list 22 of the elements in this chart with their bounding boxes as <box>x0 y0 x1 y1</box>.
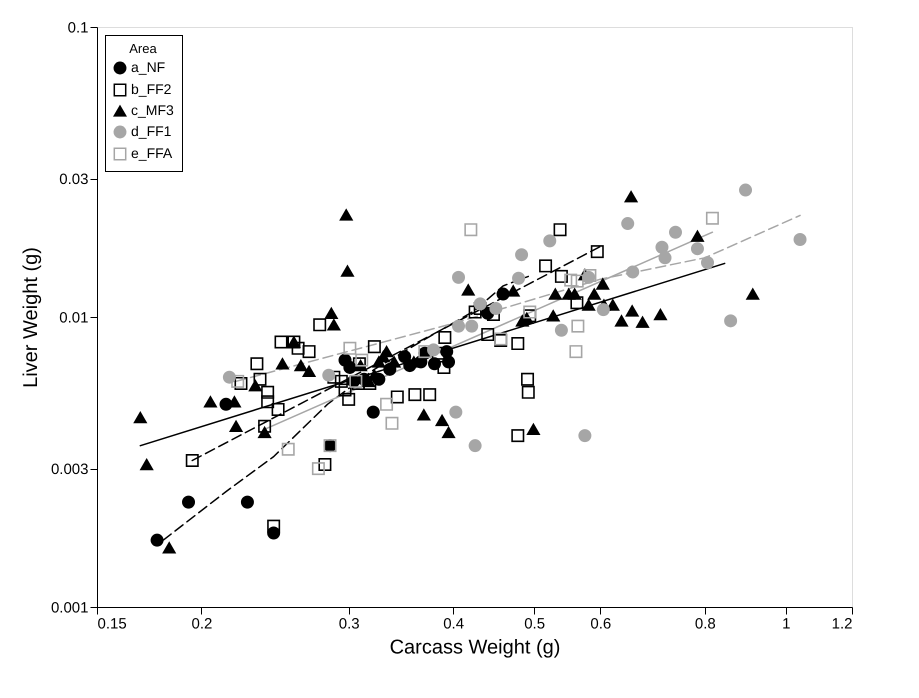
x-axis-title: Carcass Weight (g) <box>390 636 560 658</box>
y-tick-label: 0.03 <box>59 171 88 188</box>
x-tick-label: 0.8 <box>694 616 716 632</box>
legend-title: Area <box>129 41 158 56</box>
x-tick-label: 1.2 <box>832 616 852 632</box>
y-tick-label: 0.01 <box>59 310 88 326</box>
legend-label: d_FF1 <box>131 123 172 139</box>
legend-label: c_MF3 <box>131 102 174 118</box>
y-axis-title: Liver Weight (g) <box>20 247 42 388</box>
x-tick-label: 0.5 <box>524 616 546 632</box>
x-tick-label: 0.15 <box>98 616 127 632</box>
y-tick-label: 0.1 <box>68 20 88 36</box>
legend-label: e_FFA <box>131 145 173 161</box>
legend-label: a_NF <box>131 59 166 75</box>
x-tick-label: 0.4 <box>443 616 464 632</box>
x-tick-label: 1 <box>782 616 790 632</box>
x-tick-label: 0.3 <box>338 616 360 632</box>
y-tick-label: 0.001 <box>50 600 88 616</box>
legend-label: b_FF2 <box>131 81 172 97</box>
x-tick-label: 0.6 <box>590 616 612 632</box>
x-tick-label: 0.2 <box>192 616 212 632</box>
y-tick-label: 0.003 <box>50 461 88 478</box>
